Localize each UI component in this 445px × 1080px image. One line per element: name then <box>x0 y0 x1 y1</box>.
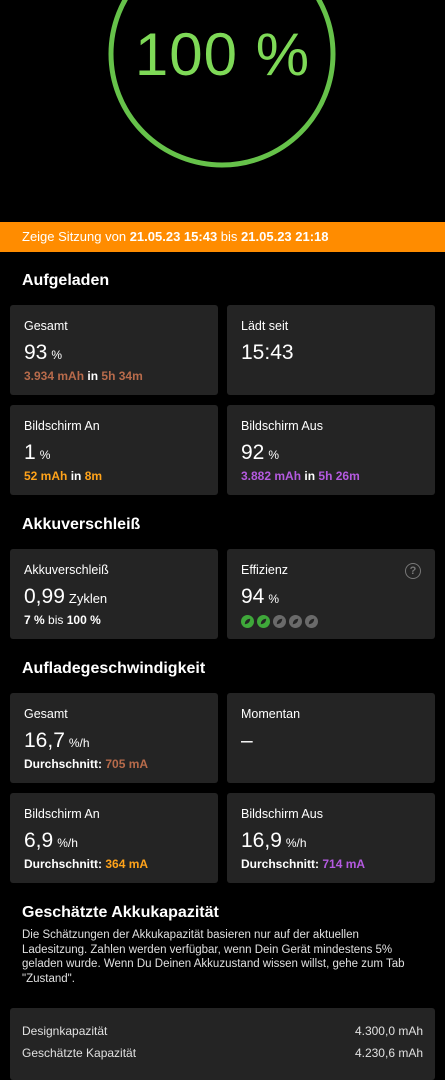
card-mah: 3.882 mAh <box>241 469 302 483</box>
charge-ring: 100 % <box>0 0 445 200</box>
charge-ring-arc <box>108 0 336 168</box>
leaf-icon-inactive <box>289 615 302 628</box>
card-label: Bildschirm Aus <box>241 807 323 821</box>
card-efficiency[interactable]: Effizienz ? 94% <box>227 549 435 639</box>
card-charged-total[interactable]: Gesamt 93% 3.934 mAh in 5h 34m <box>10 305 218 395</box>
capacity-row-design: Designkapazität 4.300,0 mAh <box>22 1024 423 1038</box>
card-speed-total[interactable]: Gesamt 16,7 %/h Durchschnitt: 705 mA <box>10 693 218 783</box>
avg-label: Durchschnitt: <box>241 857 319 871</box>
session-bar[interactable]: Zeige Sitzung von 21.05.23 15:43 bis 21.… <box>0 222 445 252</box>
card-speed-screen-off[interactable]: Bildschirm Aus 16,9 %/h Durchschnitt: 714… <box>227 793 435 883</box>
capacity-row-estimated: Geschätzte Kapazität 4.230,6 mAh <box>22 1046 423 1060</box>
card-in: in <box>87 369 99 383</box>
card-unit: % <box>39 448 51 462</box>
card-wear-cycles[interactable]: Akkuverschleiß 0,99 Zyklen 7 % bis 100 % <box>10 549 218 639</box>
wear-to: 100 % <box>66 613 101 627</box>
card-charged-screen-off[interactable]: Bildschirm Aus 92% 3.882 mAh in 5h 26m <box>227 405 435 495</box>
card-value: 6,9 <box>24 829 54 852</box>
card-duration: 8m <box>84 469 103 483</box>
efficiency-leaf-rating <box>241 615 435 628</box>
card-unit: Zyklen <box>68 591 108 606</box>
session-end: 21.05.23 21:18 <box>241 229 329 244</box>
section-title-charged: Aufgeladen <box>22 272 110 289</box>
card-value: 94 <box>241 585 265 608</box>
section-title-speed: Aufladegeschwindigkeit <box>22 660 206 677</box>
card-label: Bildschirm An <box>24 807 100 821</box>
card-charging-since[interactable]: Lädt seit 15:43 <box>227 305 435 395</box>
card-value: 92 <box>241 441 265 464</box>
card-value: 15:43 <box>241 341 294 364</box>
leaf-icon-active <box>257 615 270 628</box>
card-duration: 5h 26m <box>318 469 360 483</box>
section-title-wear: Akkuverschleiß <box>22 516 141 533</box>
capacity-design-label: Designkapazität <box>22 1024 108 1038</box>
card-label: Momentan <box>241 707 301 721</box>
card-speed-screen-on[interactable]: Bildschirm An 6,9 %/h Durchschnitt: 364 m… <box>10 793 218 883</box>
card-charged-screen-on[interactable]: Bildschirm An 1% 52 mAh in 8m <box>10 405 218 495</box>
card-label: Akkuverschleiß <box>24 563 109 577</box>
leaf-icon-inactive <box>273 615 286 628</box>
session-prefix: Zeige Sitzung von <box>22 229 127 244</box>
card-unit: %/h <box>285 836 307 850</box>
card-duration: 5h 34m <box>101 369 143 383</box>
session-start: 21.05.23 15:43 <box>129 229 218 244</box>
card-value: 1 <box>24 441 36 464</box>
capacity-estimated-label: Geschätzte Kapazität <box>22 1046 137 1060</box>
avg-value: 364 mA <box>105 857 149 871</box>
card-speed-current[interactable]: Momentan – <box>227 693 435 783</box>
card-unit: %/h <box>68 736 90 750</box>
card-unit: % <box>268 592 280 606</box>
capacity-box: Designkapazität 4.300,0 mAh Geschätzte K… <box>10 1008 435 1080</box>
card-value: 16,9 <box>241 829 282 852</box>
wear-from: 7 % <box>24 613 45 627</box>
leaf-icon-inactive <box>305 615 318 628</box>
card-mah: 3.934 mAh <box>24 369 85 383</box>
card-value: 0,99 <box>24 585 65 608</box>
session-middle: bis <box>220 229 238 244</box>
wear-to-word: bis <box>48 613 64 627</box>
section-title-capacity: Geschätzte Akkukapazität <box>22 904 219 921</box>
avg-label: Durchschnitt: <box>24 757 102 771</box>
card-label: Gesamt <box>24 319 68 333</box>
card-value: – <box>241 729 253 752</box>
capacity-estimated-value: 4.230,6 mAh <box>354 1046 423 1060</box>
help-circle-icon[interactable]: ? <box>405 563 421 579</box>
card-unit: %/h <box>57 836 78 850</box>
card-unit: % <box>51 348 63 362</box>
card-value: 93 <box>24 341 48 364</box>
capacity-info-text: Die Schätzungen der Akkukapazität basier… <box>22 929 405 985</box>
card-label: Bildschirm Aus <box>241 419 323 433</box>
card-label: Gesamt <box>24 707 68 721</box>
card-in: in <box>304 469 316 483</box>
avg-label: Durchschnitt: <box>24 857 102 871</box>
card-unit: % <box>268 448 280 462</box>
avg-value: 705 mA <box>105 757 149 771</box>
leaf-icon-active <box>241 615 254 628</box>
card-label: Bildschirm An <box>24 419 100 433</box>
charge-level-text: 100 % <box>134 21 311 88</box>
card-value: 16,7 <box>24 729 65 752</box>
card-mah: 52 mAh <box>24 469 68 483</box>
card-label: Lädt seit <box>241 319 289 333</box>
avg-value: 714 mA <box>322 857 366 871</box>
card-label: Effizienz <box>241 563 289 577</box>
card-in: in <box>70 469 82 483</box>
capacity-design-value: 4.300,0 mAh <box>354 1024 423 1038</box>
